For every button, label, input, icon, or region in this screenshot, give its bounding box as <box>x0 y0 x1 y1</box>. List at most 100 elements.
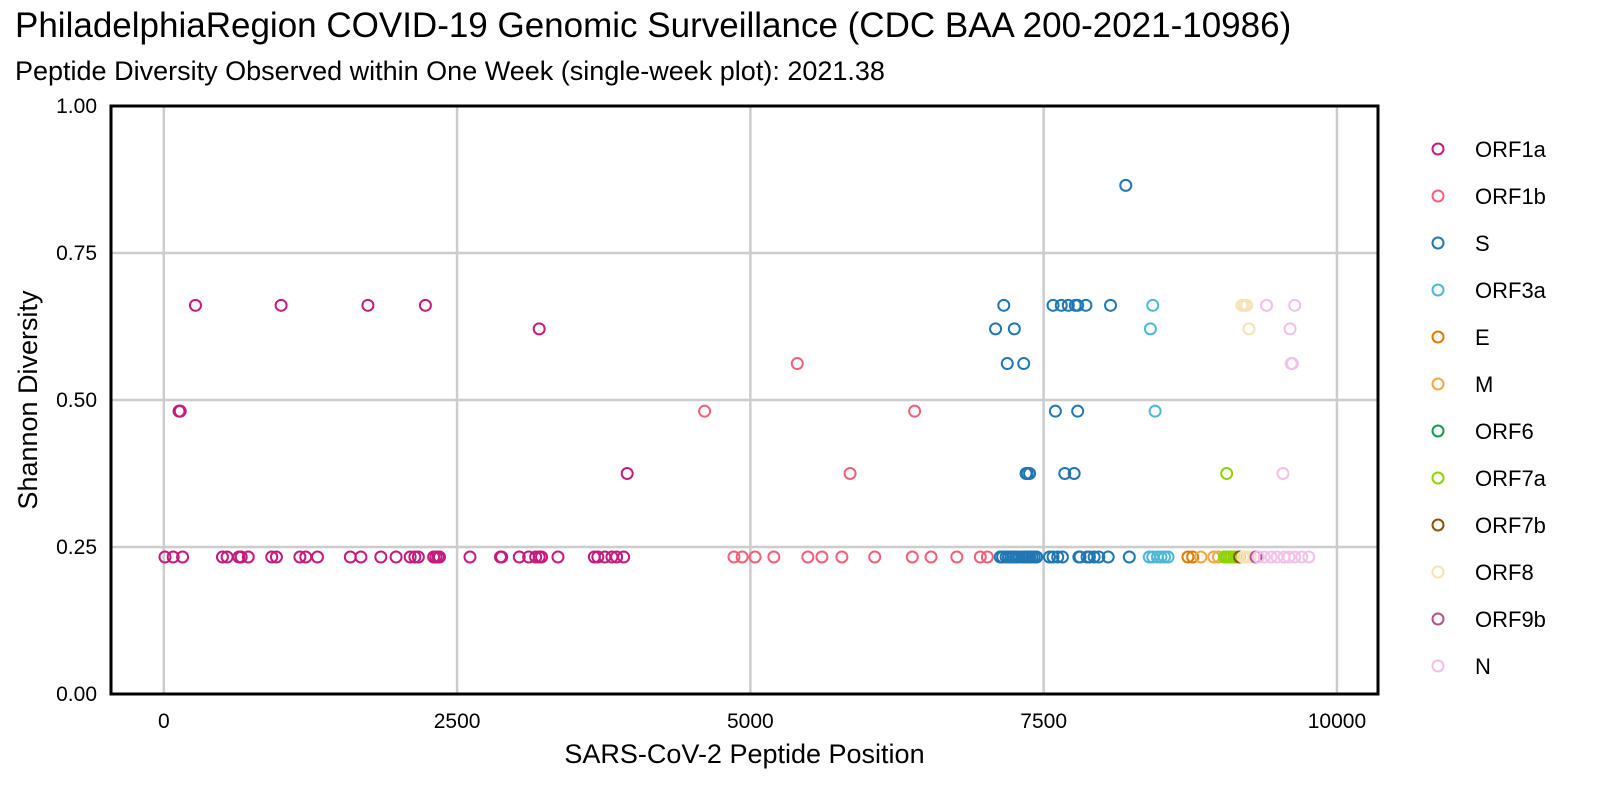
legend-label: M <box>1475 372 1493 397</box>
legend-marker <box>1431 142 1445 156</box>
data-point <box>1220 467 1234 480</box>
data-point <box>1186 550 1200 564</box>
data-point <box>1030 550 1044 564</box>
data-point <box>158 550 172 564</box>
legend-marker <box>1431 330 1445 344</box>
data-point <box>1122 550 1136 564</box>
data-point <box>835 550 849 564</box>
data-point <box>617 550 631 564</box>
data-point <box>973 550 987 564</box>
data-point <box>1048 404 1062 418</box>
legend-label: ORF6 <box>1475 419 1534 444</box>
data-point <box>241 550 255 564</box>
x-tick-label: 7500 <box>1020 710 1067 733</box>
legend-marker <box>1431 518 1445 532</box>
data-point <box>343 550 357 564</box>
data-point <box>815 550 829 564</box>
legend-marker <box>1431 659 1445 673</box>
data-point <box>1046 298 1060 312</box>
data-point <box>512 550 526 564</box>
data-point <box>1046 550 1060 564</box>
series-orf7a <box>1217 467 1243 564</box>
legend-marker <box>1431 283 1445 297</box>
data-point <box>924 550 938 564</box>
data-point <box>610 550 624 564</box>
y-tick-label: 0.50 <box>56 389 97 412</box>
data-point <box>234 550 248 564</box>
data-point <box>1264 550 1278 564</box>
data-point <box>293 550 307 564</box>
data-point <box>1017 357 1031 371</box>
legend-marker <box>1431 471 1445 485</box>
data-point <box>868 550 882 564</box>
data-point <box>908 404 922 418</box>
data-point <box>1288 298 1302 312</box>
data-point <box>274 298 288 312</box>
legend-label: ORF1b <box>1475 184 1546 209</box>
legend-label: ORF7a <box>1475 466 1547 491</box>
data-point <box>354 550 368 564</box>
data-point <box>1067 467 1081 480</box>
data-point <box>1000 357 1014 371</box>
data-point <box>1023 467 1037 480</box>
series-orf8 <box>1235 298 1257 564</box>
data-point <box>1240 298 1254 312</box>
data-point <box>1101 550 1115 564</box>
data-point <box>431 550 445 564</box>
series-orf1a <box>158 298 634 564</box>
legend-label: S <box>1475 231 1490 256</box>
data-point <box>748 550 762 564</box>
x-tick-label: 2500 <box>434 710 481 733</box>
legend-label: E <box>1475 325 1490 350</box>
grid <box>111 104 1378 696</box>
data-point <box>532 322 546 336</box>
legend-label: ORF8 <box>1475 560 1534 585</box>
legend-item-orf3a: ORF3a <box>1431 278 1547 303</box>
legend-marker <box>1431 424 1445 438</box>
legend-item-orf1a: ORF1a <box>1431 137 1547 162</box>
legend-item-orf7a: ORF7a <box>1431 466 1547 491</box>
data-point <box>1082 550 1096 564</box>
legend-item-s: S <box>1431 231 1490 256</box>
data-point <box>1243 550 1257 564</box>
data-point <box>591 550 605 564</box>
data-point <box>1285 357 1299 371</box>
data-point <box>1276 467 1290 480</box>
data-point <box>735 550 749 564</box>
x-axis-title: SARS-CoV-2 Peptide Position <box>564 739 924 769</box>
data-point <box>1061 298 1075 312</box>
data-point <box>269 550 283 564</box>
data-point <box>1043 550 1057 564</box>
series-s <box>989 178 1136 564</box>
data-point <box>1051 550 1065 564</box>
data-point <box>1071 298 1085 312</box>
data-point <box>1092 550 1106 564</box>
data-point <box>1251 550 1265 564</box>
data-point <box>767 550 781 564</box>
series-n <box>1251 298 1316 564</box>
legend-item-m: M <box>1431 372 1493 397</box>
data-point <box>1242 322 1256 336</box>
x-tick-label: 5000 <box>727 710 774 733</box>
data-point <box>1146 298 1160 312</box>
data-point <box>1154 550 1168 564</box>
data-point <box>620 467 634 480</box>
data-point <box>905 550 919 564</box>
data-point <box>843 467 857 480</box>
data-point <box>1282 550 1296 564</box>
legend-item-orf9b: ORF9b <box>1431 607 1546 632</box>
x-tick-label: 10000 <box>1308 710 1366 733</box>
data-point <box>1073 550 1087 564</box>
series-orf3a <box>1142 298 1175 564</box>
data-point <box>989 322 1003 336</box>
legend-item-orf8: ORF8 <box>1431 560 1534 585</box>
data-point <box>403 550 417 564</box>
data-point <box>1288 550 1302 564</box>
legend-marker <box>1431 236 1445 250</box>
data-point <box>1283 322 1297 336</box>
legend-label: ORF1a <box>1475 137 1547 162</box>
legend-marker <box>1431 377 1445 391</box>
data-point <box>1181 550 1195 564</box>
legend-item-n: N <box>1431 654 1491 679</box>
series-e <box>1181 550 1200 564</box>
